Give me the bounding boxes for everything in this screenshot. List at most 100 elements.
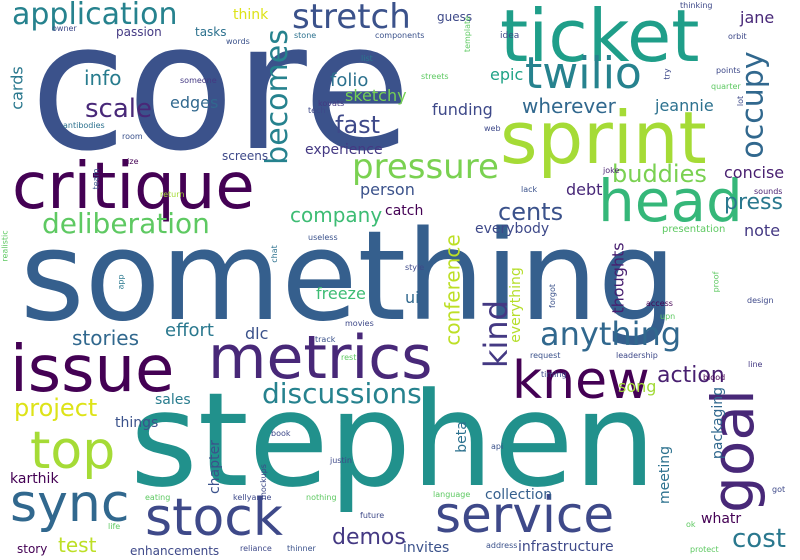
- cloud-word-streets: streets: [421, 72, 449, 81]
- cloud-word-dlc: dlc: [245, 324, 269, 343]
- cloud-word-owner: owner: [52, 24, 77, 33]
- cloud-word-sketchy: sketchy: [345, 86, 407, 105]
- cloud-word-style: style: [405, 263, 425, 272]
- cloud-word-upn: upn: [660, 312, 676, 321]
- cloud-word-wherever: wherever: [522, 94, 616, 118]
- cloud-word-jane: jane: [740, 8, 775, 27]
- cloud-word-tech: tech: [308, 106, 326, 115]
- cloud-word-guess: guess: [437, 10, 473, 24]
- cloud-word-fast: fast: [335, 111, 381, 139]
- cloud-word-infrastructure: infrastructure: [518, 539, 614, 555]
- cloud-word-lot: lot: [736, 95, 746, 107]
- cloud-word-top: top: [30, 421, 116, 481]
- cloud-word-service: service: [435, 486, 615, 544]
- cloud-word-screens: screens: [222, 149, 269, 163]
- cloud-word-metrics: metrics: [208, 323, 433, 393]
- cloud-word-stories: stories: [72, 326, 140, 350]
- cloud-word-debt: debt: [566, 180, 603, 199]
- cloud-word-whatr: whatr: [701, 511, 742, 527]
- cloud-word-concise: concise: [724, 163, 785, 182]
- cloud-word-ui: ui: [405, 288, 420, 307]
- cloud-word-someone: someone: [180, 76, 217, 85]
- cloud-word-something: something: [20, 205, 677, 349]
- cloud-word-thoughts: thoughts: [608, 242, 628, 314]
- cloud-word-enhancements: enhancements: [130, 544, 220, 558]
- cloud-word-return: return: [160, 190, 185, 199]
- cloud-word-thinking: thinking: [680, 1, 713, 10]
- cloud-word-karthik: karthik: [10, 471, 59, 487]
- cloud-word-think: think: [233, 7, 269, 23]
- cloud-word-orbit: orbit: [728, 32, 747, 41]
- cloud-word-sync: sync: [10, 474, 130, 534]
- cloud-word-sprint: sprint: [500, 96, 707, 180]
- cloud-word-language: language: [433, 490, 471, 499]
- cloud-word-address: address: [486, 541, 518, 550]
- cloud-word-forgot: forgot: [547, 284, 557, 308]
- cloud-word-template: template: [463, 15, 473, 53]
- cloud-word-song: song: [618, 377, 657, 396]
- cloud-word-action: action: [657, 363, 725, 388]
- cloud-word-try: try: [662, 68, 672, 80]
- cloud-word-test: test: [58, 533, 97, 557]
- cloud-word-pressure: pressure: [352, 147, 499, 187]
- cloud-word-sales: sales: [155, 392, 191, 408]
- cloud-word-conference: conference: [440, 234, 465, 346]
- cloud-word-stretch: stretch: [292, 0, 411, 37]
- cloud-word-room: room: [122, 132, 143, 141]
- cloud-word-cents: cents: [498, 198, 564, 226]
- cloud-word-everybody: everybody: [475, 221, 550, 237]
- cloud-word-future: future: [360, 511, 385, 520]
- cloud-word-passion: passion: [116, 25, 162, 39]
- cloud-word-buddies: buddies: [612, 160, 707, 188]
- cloud-word-info: info: [84, 66, 122, 90]
- cloud-word-becomes: becomes: [259, 29, 295, 165]
- cloud-word-eating: eating: [145, 493, 171, 502]
- cloud-word-rest: rest: [341, 353, 357, 362]
- cloud-word-idea: idea: [500, 31, 520, 41]
- cloud-word-realistic: realistic: [0, 230, 10, 262]
- cloud-word-effort: effort: [165, 320, 214, 341]
- cloud-word-discussions: discussions: [262, 377, 422, 410]
- cloud-word-project: project: [14, 394, 98, 422]
- cloud-word-experience: experience: [305, 142, 383, 158]
- cloud-word-catch: catch: [385, 203, 424, 219]
- cloud-word-cost: cost: [732, 524, 786, 554]
- cloud-word-collection: collection: [485, 487, 553, 503]
- cloud-word-folio: folio: [330, 70, 369, 91]
- cloud-word-design: design: [747, 296, 774, 305]
- cloud-word-anything: anything: [540, 315, 682, 353]
- cloud-word-story: story: [17, 542, 48, 556]
- cloud-word-note: note: [744, 221, 781, 240]
- cloud-word-scale: scale: [85, 94, 152, 124]
- cloud-word-components: components: [375, 31, 425, 40]
- cloud-word-critique: critique: [12, 150, 255, 224]
- cloud-word-chat: chat: [269, 245, 279, 263]
- cloud-word-beta: beta: [453, 421, 470, 453]
- cloud-word-invites: invites: [403, 540, 450, 556]
- cloud-word-company: company: [290, 203, 383, 227]
- cloud-word-meeting: meeting: [657, 445, 674, 505]
- cloud-word-leadership: leadership: [616, 351, 658, 360]
- cloud-word-justin: justin: [330, 456, 352, 465]
- cloud-word-list: list: [361, 54, 373, 63]
- cloud-word-deliberation: deliberation: [42, 207, 210, 240]
- cloud-word-freeze: freeze: [316, 284, 366, 303]
- cloud-word-chapter: chapter: [206, 440, 223, 494]
- cloud-word-sounds: sounds: [754, 187, 783, 196]
- cloud-word-packaging: packaging: [710, 386, 727, 460]
- cloud-word-movies: movies: [345, 319, 374, 328]
- cloud-word-life: life: [108, 522, 121, 531]
- cloud-word-head: head: [598, 167, 743, 235]
- cloud-word-edges: edges: [170, 93, 219, 112]
- cloud-word-line: line: [748, 360, 763, 369]
- cloud-word-got: got: [772, 485, 786, 494]
- cloud-word-words: words: [226, 37, 250, 46]
- cloud-word-core: core: [30, 0, 412, 190]
- cloud-word-cards: cards: [7, 66, 27, 110]
- cloud-word-epic: epic: [490, 65, 524, 84]
- cloud-word-ticket: ticket: [500, 0, 700, 78]
- cloud-word-ok: ok: [686, 520, 696, 529]
- cloud-word-app: app: [116, 274, 126, 290]
- cloud-word-access: access: [646, 299, 673, 308]
